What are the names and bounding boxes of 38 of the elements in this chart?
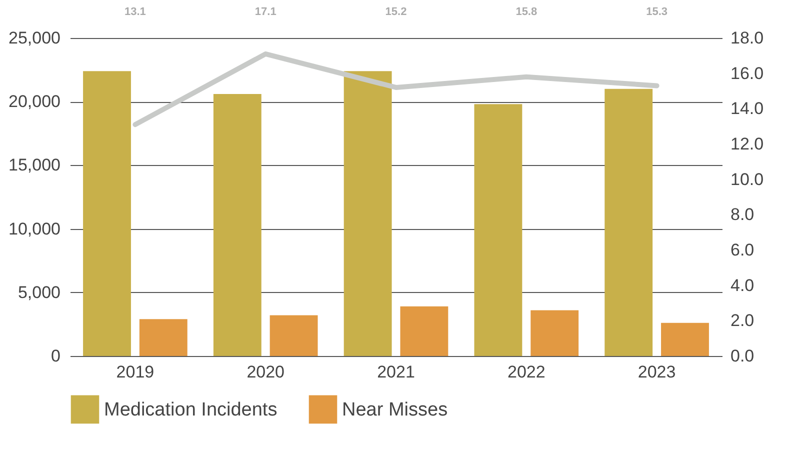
y-tick-label: 5,000 — [18, 282, 60, 302]
bar — [661, 322, 709, 356]
x-tick-label: 2021 — [377, 362, 415, 382]
data-label: 15.3 — [646, 6, 668, 18]
y-tick-label: 15,000 — [8, 156, 60, 175]
y2-tick-label: 12.0 — [730, 134, 764, 154]
y-tick-label: 25,000 — [8, 28, 60, 48]
y2-tick-label: 0.0 — [730, 346, 754, 366]
x-tick-label: 2022 — [507, 362, 546, 382]
x-tick-label: 2020 — [246, 362, 285, 382]
data-label: 13.1 — [124, 6, 146, 18]
y2-tick-label: 16.0 — [730, 64, 764, 83]
bar — [400, 306, 448, 356]
y2-tick-label: 14.0 — [730, 99, 764, 118]
x-tick-label: 2023 — [638, 362, 676, 382]
bar — [139, 319, 188, 356]
y2-tick-label: 2.0 — [730, 311, 754, 330]
bar — [604, 88, 653, 356]
bar — [83, 71, 131, 356]
bar — [344, 71, 392, 356]
bar — [270, 315, 318, 356]
x-tick-label: 2019 — [116, 362, 154, 382]
y2-tick-label: 10.0 — [730, 170, 764, 189]
y-tick-label: 0 — [51, 346, 60, 366]
y-tick-label: 10,000 — [8, 219, 60, 238]
data-label: 17.1 — [254, 6, 276, 18]
legend-label: Near Misses — [342, 399, 448, 420]
y2-tick-label: 4.0 — [730, 276, 754, 295]
y2-tick-label: 18.0 — [730, 28, 764, 48]
y-tick-label: 20,000 — [8, 92, 60, 112]
y2-tick-label: 8.0 — [730, 205, 754, 224]
legend-label: Medication Incidents — [104, 399, 278, 420]
data-label: 15.8 — [516, 6, 538, 18]
bar — [474, 104, 522, 356]
bar — [213, 94, 262, 356]
data-label: 15.2 — [385, 6, 407, 18]
bar — [530, 310, 579, 356]
y2-tick-label: 6.0 — [730, 240, 754, 260]
